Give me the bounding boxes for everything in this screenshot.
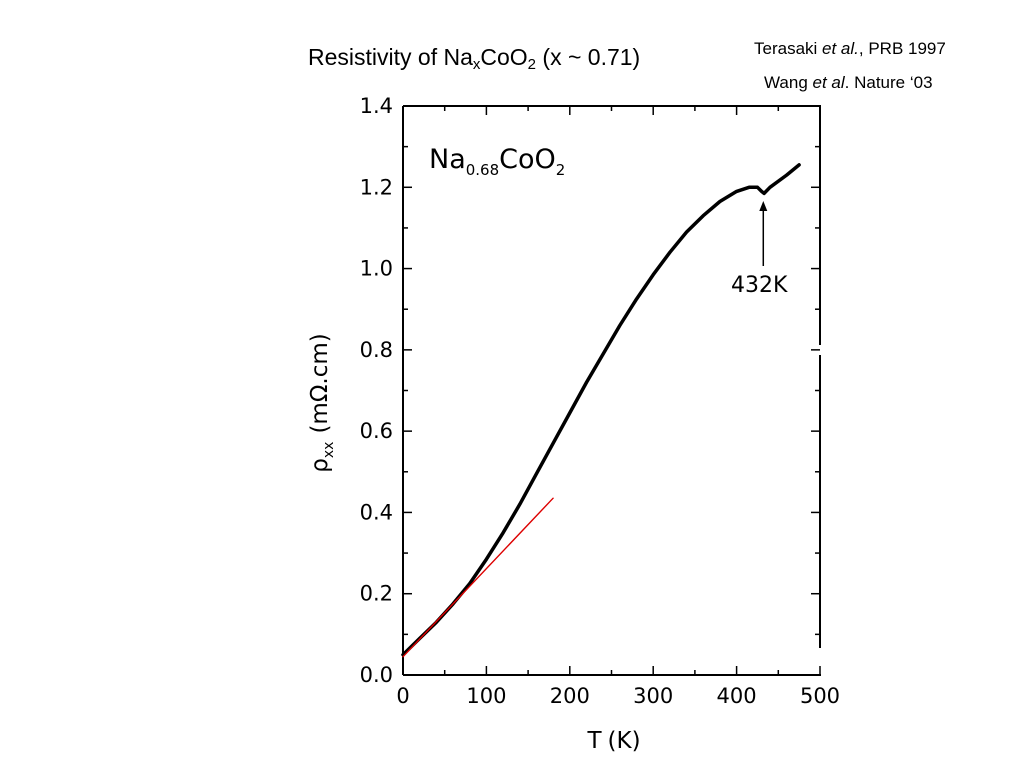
title-mid: CoO <box>480 44 528 70</box>
title-prefix: Resistivity of Na <box>308 44 473 70</box>
x-axis-title: T (K) <box>586 728 640 754</box>
y-axis-title-subscript: xx <box>321 442 337 459</box>
sample-label-coo: CoO <box>499 144 556 175</box>
x-tick-label: 100 <box>466 684 506 708</box>
linear-fit-line <box>402 497 554 658</box>
title-subscript-x: x <box>472 56 481 73</box>
sample-label-subscript-2: 2 <box>556 161 566 179</box>
citation-2-rest: . Nature ‘03 <box>844 73 933 92</box>
y-tick-label: 0.2 <box>360 582 393 606</box>
x-tick-label: 300 <box>633 684 673 708</box>
sample-label-subscript: 0.68 <box>466 161 499 179</box>
sample-label: Na0.68CoO2 <box>429 144 565 179</box>
x-tick-labels: 0 100 200 300 400 500 <box>396 684 840 708</box>
x-tick-label: 500 <box>800 684 840 708</box>
y-tick-label: 0.6 <box>360 419 393 443</box>
resistivity-curve <box>401 163 801 657</box>
sample-label-na: Na <box>429 144 466 175</box>
y-axis-title-units: (mΩ.cm) <box>307 333 333 433</box>
slide-title: Resistivity of NaxCoO2 (x ~ 0.71) <box>308 44 640 73</box>
y-tick-label: 0.4 <box>360 500 393 524</box>
y-tick-label: 0.0 <box>360 663 393 687</box>
citation-1-rest: , PRB 1997 <box>858 39 946 58</box>
citation-1-author: Terasaki <box>754 39 823 58</box>
x-tick-label: 200 <box>550 684 590 708</box>
x-tick-label: 400 <box>717 684 757 708</box>
y-tick-label: 1.4 <box>360 94 393 118</box>
citation-terasaki: Terasaki et al., PRB 1997 <box>754 39 946 59</box>
title-subscript-2: 2 <box>527 56 537 73</box>
y-axis-title-rho: ρ <box>307 458 333 473</box>
data-series <box>401 163 801 658</box>
title-suffix: (x ~ 0.71) <box>536 44 641 70</box>
citation-2-etal: et al <box>812 73 845 92</box>
y-tick-labels: 0.0 0.2 0.4 0.6 0.8 1.0 1.2 1.4 <box>360 94 393 687</box>
y-axis-title: ρxx (mΩ.cm) <box>307 333 337 472</box>
x-tick-label: 0 <box>396 684 409 708</box>
citation-2-author: Wang <box>764 73 813 92</box>
axis-ticks <box>402 105 821 676</box>
x-axis-title-units: (K) <box>608 728 641 754</box>
annotation-text-432k: 432K <box>731 273 788 298</box>
y-tick-label: 1.2 <box>360 175 393 199</box>
x-axis-title-t: T <box>586 728 602 754</box>
citation-1-etal: et al. <box>822 39 859 58</box>
citation-wang: Wang et al. Nature ‘03 <box>764 73 933 93</box>
annotation-arrowhead <box>759 201 768 211</box>
y-tick-label: 0.8 <box>360 338 393 362</box>
y-tick-label: 1.0 <box>360 257 393 281</box>
transition-annotation: 432K <box>731 201 788 298</box>
